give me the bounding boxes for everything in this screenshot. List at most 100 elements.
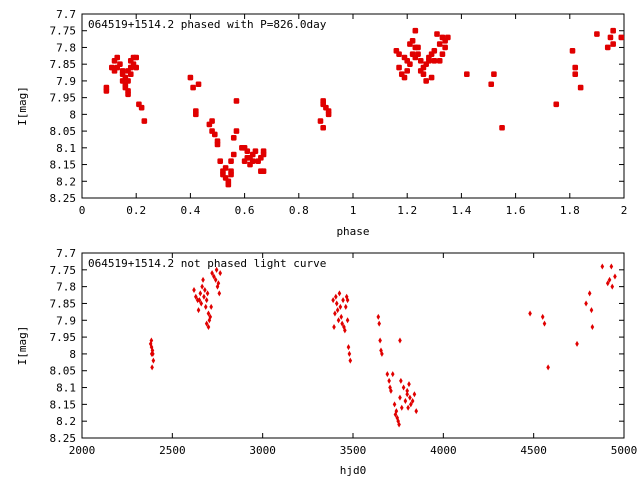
data-point bbox=[127, 71, 134, 78]
x-tick-label: 1.4 bbox=[451, 204, 471, 217]
data-point bbox=[491, 71, 497, 78]
y-tick-label: 8.05 bbox=[50, 125, 77, 138]
y-tick-label: 8.2 bbox=[56, 175, 76, 188]
data-point bbox=[415, 51, 421, 57]
data-point bbox=[125, 91, 131, 98]
data-point bbox=[348, 357, 353, 364]
x-tick-label: 1.8 bbox=[560, 204, 580, 217]
data-point bbox=[339, 313, 344, 320]
data-point bbox=[317, 118, 324, 124]
data-point bbox=[333, 310, 337, 317]
data-point bbox=[415, 44, 421, 51]
data-point bbox=[200, 283, 204, 290]
data-point bbox=[337, 290, 342, 297]
data-point bbox=[347, 350, 352, 357]
data-point bbox=[202, 293, 206, 300]
data-point bbox=[260, 148, 267, 154]
y-tick-label: 8 bbox=[69, 108, 76, 121]
data-point bbox=[222, 165, 229, 171]
data-point bbox=[590, 324, 595, 330]
data-point bbox=[331, 297, 335, 304]
x-tick-label: 2500 bbox=[159, 444, 186, 457]
data-point bbox=[378, 337, 382, 344]
x-tick-label: 1.2 bbox=[397, 204, 417, 217]
y-tick-label: 7.85 bbox=[50, 58, 77, 71]
data-point bbox=[439, 51, 446, 57]
data-point bbox=[203, 303, 208, 310]
data-point bbox=[336, 317, 341, 324]
y-tick-label: 7.8 bbox=[56, 41, 76, 54]
data-point bbox=[409, 37, 416, 44]
data-point bbox=[204, 297, 209, 304]
data-point bbox=[379, 347, 383, 354]
data-point bbox=[208, 313, 213, 320]
data-point bbox=[389, 387, 393, 394]
data-point bbox=[117, 61, 123, 67]
data-point bbox=[190, 84, 196, 91]
y-tick-label: 8.05 bbox=[50, 365, 77, 378]
y-axis-label: I[mag] bbox=[16, 86, 29, 126]
data-point bbox=[396, 418, 400, 425]
data-point bbox=[214, 138, 221, 144]
data-point bbox=[213, 276, 218, 283]
data-point bbox=[546, 364, 550, 371]
y-tick-label: 8 bbox=[69, 348, 76, 361]
data-point bbox=[228, 158, 234, 164]
x-tick-label: 4000 bbox=[430, 444, 457, 457]
data-point bbox=[392, 401, 397, 408]
data-point bbox=[380, 350, 384, 357]
data-point bbox=[399, 377, 403, 384]
x-tick-label: 1.6 bbox=[506, 204, 526, 217]
data-point bbox=[396, 64, 402, 71]
data-point bbox=[488, 81, 495, 88]
data-point bbox=[193, 111, 199, 118]
data-point bbox=[569, 48, 576, 54]
unphased-light-curve-panel: 2000 2500 3000 3500 4000 4500 5000 7.7 7.75 7.8 7.… bbox=[16, 247, 637, 477]
data-point bbox=[218, 270, 223, 277]
y-tick-label: 7.8 bbox=[56, 281, 76, 294]
data-point bbox=[345, 317, 350, 324]
data-point bbox=[600, 263, 605, 270]
data-point bbox=[148, 340, 153, 347]
data-point bbox=[388, 384, 392, 391]
data-point bbox=[403, 398, 408, 404]
data-point bbox=[407, 381, 411, 388]
data-point bbox=[420, 71, 427, 78]
data-point bbox=[401, 384, 406, 391]
data-point bbox=[335, 307, 340, 314]
data-point bbox=[225, 181, 232, 188]
data-point bbox=[195, 297, 200, 304]
data-point bbox=[464, 71, 470, 78]
data-point bbox=[211, 131, 218, 138]
x-axis-label: hjd0 bbox=[340, 464, 367, 477]
x-tick-label: 0.8 bbox=[289, 204, 309, 217]
y-tick-label: 8.15 bbox=[50, 398, 77, 411]
data-point bbox=[409, 401, 413, 408]
x-tick-label: 0 bbox=[79, 204, 86, 217]
data-point bbox=[233, 98, 240, 104]
x-tick-label: 1 bbox=[350, 204, 357, 217]
data-point bbox=[195, 81, 202, 88]
data-point bbox=[607, 276, 612, 283]
data-point bbox=[605, 280, 610, 287]
data-point bbox=[553, 101, 560, 108]
data-point bbox=[499, 124, 505, 131]
y-tick-label: 7.9 bbox=[56, 75, 76, 88]
data-point bbox=[343, 327, 347, 334]
data-point bbox=[214, 266, 219, 273]
data-point bbox=[332, 324, 336, 330]
data-point bbox=[133, 54, 139, 61]
data-point bbox=[436, 58, 443, 64]
data-point bbox=[412, 391, 417, 398]
phased-light-curve-panel: 0 0.2 0.4 0.6 0.8 1 1.2 1.4 1.6 1.8 2 7.7 7.75 7.8 7.8… bbox=[16, 8, 627, 238]
data-point bbox=[133, 64, 139, 71]
data-point bbox=[198, 290, 203, 297]
data-point bbox=[201, 276, 205, 283]
y-tick-label: 8.1 bbox=[56, 382, 76, 395]
data-point bbox=[338, 303, 343, 310]
data-point bbox=[114, 54, 121, 61]
data-point bbox=[572, 71, 579, 78]
data-point bbox=[584, 300, 588, 307]
x-tick-label: 2 bbox=[621, 204, 628, 217]
data-point bbox=[442, 44, 448, 51]
